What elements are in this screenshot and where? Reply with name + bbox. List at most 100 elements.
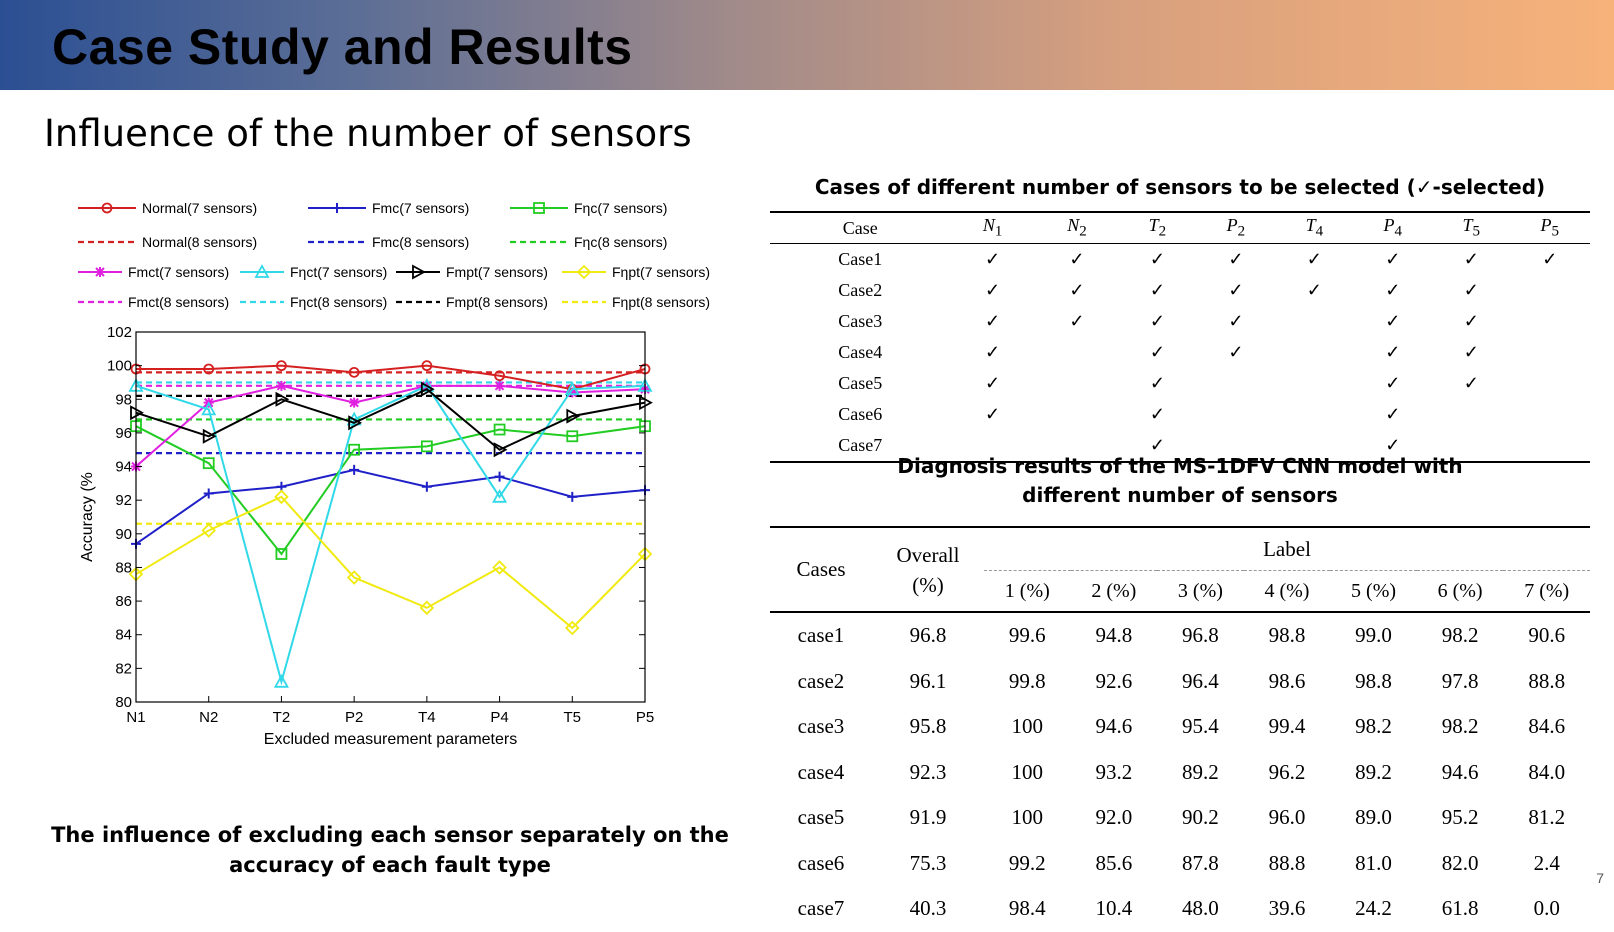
legend-label: Fmc(8 sensors) (372, 234, 469, 250)
data-point (275, 548, 288, 560)
data-point (349, 397, 360, 408)
table1-check-cell: ✓ (1306, 249, 1322, 269)
table1-case-cell: Case6 (838, 404, 883, 424)
x-tick-label: T4 (418, 709, 436, 726)
table2-label-cell: 98.8 (1268, 623, 1306, 648)
data-point (349, 464, 360, 475)
table2-case-cell: case7 (797, 896, 845, 921)
table2-label-cell: 98.4 (1008, 896, 1046, 921)
table2-label-cell: 85.6 (1095, 850, 1133, 875)
table2-overall-cell: 91.9 (909, 805, 947, 830)
x-tick-label: P2 (345, 709, 363, 726)
table2-label-cell: 99.6 (1008, 623, 1046, 648)
table1-check-cell (1035, 337, 1119, 368)
table2-header-cases: Cases (770, 526, 872, 613)
data-point (348, 366, 360, 378)
data-point (565, 620, 580, 636)
table1-header-col: T5 (1433, 211, 1510, 244)
legend-marker (332, 203, 342, 213)
legend-label: Fmct(8 sensors) (128, 294, 229, 310)
table1-check-cell: ✓ (985, 280, 1001, 300)
data-point (202, 457, 215, 470)
data-point (566, 430, 579, 443)
legend-label: Normal(8 sensors) (142, 234, 257, 250)
table2-label-cell: 100 (1011, 759, 1044, 784)
table1-case-cell: Case2 (838, 280, 883, 300)
table1-check-cell: ✓ (985, 373, 1001, 393)
legend-label: Fηpt(8 sensors) (612, 294, 710, 310)
table2-label-cell: 98.2 (1355, 714, 1392, 739)
table2-title: Diagnosis results of the MS-1DFV CNN mod… (770, 452, 1590, 510)
title-banner: Case Study and Results (0, 0, 1614, 90)
legend-label: Fmct(7 sensors) (128, 264, 229, 280)
table2-header-row-1: Cases Overall (%) Label (770, 526, 1590, 613)
y-tick-label: 90 (115, 526, 132, 543)
section-subtitle: Influence of the number of sensors (44, 112, 692, 155)
table2-label-cell: 88.8 (1268, 850, 1306, 875)
data-point (419, 377, 435, 392)
table1-header-col-main: P (1383, 215, 1395, 236)
legend-label: Fηct(8 sensors) (290, 294, 387, 310)
table1-check-cell (950, 430, 1035, 463)
table2-label-cell: 94.8 (1095, 623, 1133, 648)
table1-check-cell: ✓ (1385, 373, 1401, 393)
data-point (202, 428, 217, 444)
table2-label-cell: 98.6 (1268, 668, 1306, 693)
data-point (420, 440, 433, 453)
table1-header-col: T4 (1276, 211, 1353, 244)
data-point (203, 488, 214, 499)
table1-check-cell (1510, 368, 1590, 399)
table2-label-cell: 100 (1011, 714, 1044, 739)
table1-case-cell: Case1 (838, 249, 883, 269)
table1-check-cell: ✓ (1149, 404, 1165, 424)
table1-check-cell: ✓ (1149, 311, 1165, 331)
data-point (201, 401, 217, 416)
y-tick-label: 94 (115, 459, 132, 476)
table1-header-col-main: N (982, 215, 995, 236)
table2-label-cell: 84.6 (1528, 714, 1566, 739)
accuracy-chart: 80 82 84 86 88 90 92 94 96 98 100 102 N1 N2 T2 P2 T4 P4 T5… (0, 160, 740, 780)
table2-label-col: 3 (%) (1157, 570, 1244, 613)
table2-label-cell: 88.8 (1528, 668, 1566, 693)
table1-check-cell (1276, 306, 1353, 337)
table2-row: case7 40.3 98.4 10.4 48.0 39.6 24.2 61.8 0.0 (770, 886, 1590, 932)
table1-check-cell: ✓ (1306, 280, 1322, 300)
table1-row: Case2 ✓ ✓ ✓ ✓ ✓ ✓ ✓ (770, 275, 1590, 306)
table2-label-cell: 84.0 (1528, 759, 1566, 784)
data-point (494, 471, 505, 482)
table2-label-cell: 96.4 (1182, 668, 1219, 693)
table2-label-cell: 100 (1011, 805, 1044, 830)
table2-label-cell: 99.0 (1355, 623, 1392, 648)
table2-label-cell: 99.2 (1008, 850, 1046, 875)
table2-label-cell: 89.2 (1182, 759, 1219, 784)
legend-label: Fηpt(7 sensors) (612, 264, 710, 280)
data-point (276, 380, 287, 391)
data-point (492, 488, 508, 503)
table2-title-line1: Diagnosis results of the MS-1DFV CNN mod… (897, 454, 1463, 478)
data-point (421, 360, 433, 372)
table2-label-cell: 81.0 (1355, 850, 1392, 875)
data-point (421, 481, 432, 492)
data-point (494, 380, 505, 391)
table1-check-cell: ✓ (1228, 311, 1244, 331)
series-line (135, 384, 646, 686)
plot-frame (135, 331, 646, 703)
table2-label-col: 5 (%) (1330, 570, 1417, 613)
table1-check-cell: ✓ (1463, 373, 1479, 393)
table1-check-cell: ✓ (1149, 342, 1165, 362)
table2-label-cell: 0.0 (1533, 896, 1560, 921)
table1-check-cell: ✓ (1542, 249, 1558, 269)
table2-row: case5 91.9 100 92.0 90.2 96.0 89.0 95.2 81.2 (770, 795, 1590, 841)
table2-overall-cell: 95.8 (909, 714, 947, 739)
data-point (348, 415, 363, 431)
table2-overall-cell: 92.3 (909, 759, 947, 784)
data-point (419, 600, 435, 616)
table2-label-col: 6 (%) (1416, 570, 1504, 613)
legend-label: Fηc(7 sensors) (574, 200, 667, 216)
table1-header-col: P2 (1195, 211, 1277, 244)
table2-header-overall-1: Overall (896, 542, 960, 567)
x-tick-label: N2 (199, 709, 218, 726)
table1-check-cell: ✓ (985, 404, 1001, 424)
table2-label-cell: 98.2 (1441, 714, 1479, 739)
table2-label-cell: 92.0 (1095, 805, 1133, 830)
